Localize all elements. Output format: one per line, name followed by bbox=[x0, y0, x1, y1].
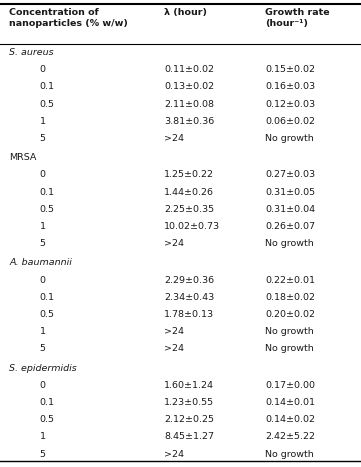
Text: No growth: No growth bbox=[265, 327, 314, 336]
Text: No growth: No growth bbox=[265, 134, 314, 143]
Text: 0.31±0.05: 0.31±0.05 bbox=[265, 188, 316, 197]
Text: 1: 1 bbox=[40, 222, 46, 231]
Text: 0.31±0.04: 0.31±0.04 bbox=[265, 205, 316, 214]
Text: 0.13±0.02: 0.13±0.02 bbox=[164, 82, 214, 92]
Text: 2.34±0.43: 2.34±0.43 bbox=[164, 293, 214, 302]
Text: 0.1: 0.1 bbox=[40, 398, 55, 407]
Text: 1: 1 bbox=[40, 432, 46, 441]
Text: 0: 0 bbox=[40, 381, 46, 390]
Text: >24: >24 bbox=[164, 450, 184, 459]
Text: 2.11±0.08: 2.11±0.08 bbox=[164, 99, 214, 109]
Text: 1.60±1.24: 1.60±1.24 bbox=[164, 381, 214, 390]
Text: >24: >24 bbox=[164, 239, 184, 248]
Text: 0.5: 0.5 bbox=[40, 205, 55, 214]
Text: 1.44±0.26: 1.44±0.26 bbox=[164, 188, 214, 197]
Text: 8.45±1.27: 8.45±1.27 bbox=[164, 432, 214, 441]
Text: 2.29±0.36: 2.29±0.36 bbox=[164, 276, 214, 284]
Text: 0.11±0.02: 0.11±0.02 bbox=[164, 65, 214, 74]
Text: 1: 1 bbox=[40, 327, 46, 336]
Text: >24: >24 bbox=[164, 134, 184, 143]
Text: λ (hour): λ (hour) bbox=[164, 8, 207, 17]
Text: No growth: No growth bbox=[265, 239, 314, 248]
Text: 2.42±5.22: 2.42±5.22 bbox=[265, 432, 316, 441]
Text: 0: 0 bbox=[40, 170, 46, 179]
Text: 2.12±0.25: 2.12±0.25 bbox=[164, 415, 214, 424]
Text: 5: 5 bbox=[40, 450, 46, 459]
Text: 0.22±0.01: 0.22±0.01 bbox=[265, 276, 316, 284]
Text: 0.20±0.02: 0.20±0.02 bbox=[265, 310, 316, 319]
Text: No growth: No growth bbox=[265, 344, 314, 354]
Text: S. epidermidis: S. epidermidis bbox=[9, 364, 77, 373]
Text: >24: >24 bbox=[164, 344, 184, 354]
Text: 10.02±0.73: 10.02±0.73 bbox=[164, 222, 220, 231]
Text: 0.06±0.02: 0.06±0.02 bbox=[265, 117, 316, 126]
Text: 0.16±0.03: 0.16±0.03 bbox=[265, 82, 316, 92]
Text: 1: 1 bbox=[40, 117, 46, 126]
Text: S. aureus: S. aureus bbox=[9, 48, 54, 57]
Text: MRSA: MRSA bbox=[9, 153, 36, 162]
Text: 1.78±0.13: 1.78±0.13 bbox=[164, 310, 214, 319]
Text: 0: 0 bbox=[40, 65, 46, 74]
Text: 1.25±0.22: 1.25±0.22 bbox=[164, 170, 214, 179]
Text: 0.17±0.00: 0.17±0.00 bbox=[265, 381, 316, 390]
Text: 0.14±0.01: 0.14±0.01 bbox=[265, 398, 316, 407]
Text: >24: >24 bbox=[164, 327, 184, 336]
Text: 3.81±0.36: 3.81±0.36 bbox=[164, 117, 214, 126]
Text: 0: 0 bbox=[40, 276, 46, 284]
Text: 0.26±0.07: 0.26±0.07 bbox=[265, 222, 316, 231]
Text: 5: 5 bbox=[40, 344, 46, 354]
Text: 0.5: 0.5 bbox=[40, 310, 55, 319]
Text: A. baumannii: A. baumannii bbox=[9, 258, 72, 268]
Text: Growth rate
(hour⁻¹): Growth rate (hour⁻¹) bbox=[265, 8, 330, 28]
Text: 0.18±0.02: 0.18±0.02 bbox=[265, 293, 316, 302]
Text: 0.12±0.03: 0.12±0.03 bbox=[265, 99, 316, 109]
Text: 0.5: 0.5 bbox=[40, 99, 55, 109]
Text: 2.25±0.35: 2.25±0.35 bbox=[164, 205, 214, 214]
Text: Concentration of
nanoparticles (% w/w): Concentration of nanoparticles (% w/w) bbox=[9, 8, 128, 28]
Text: 0.14±0.02: 0.14±0.02 bbox=[265, 415, 316, 424]
Text: 1.23±0.55: 1.23±0.55 bbox=[164, 398, 214, 407]
Text: No growth: No growth bbox=[265, 450, 314, 459]
Text: 5: 5 bbox=[40, 239, 46, 248]
Text: 0.15±0.02: 0.15±0.02 bbox=[265, 65, 316, 74]
Text: 0.27±0.03: 0.27±0.03 bbox=[265, 170, 316, 179]
Text: 0.1: 0.1 bbox=[40, 293, 55, 302]
Text: 0.5: 0.5 bbox=[40, 415, 55, 424]
Text: 0.1: 0.1 bbox=[40, 82, 55, 92]
Text: 0.1: 0.1 bbox=[40, 188, 55, 197]
Text: 5: 5 bbox=[40, 134, 46, 143]
